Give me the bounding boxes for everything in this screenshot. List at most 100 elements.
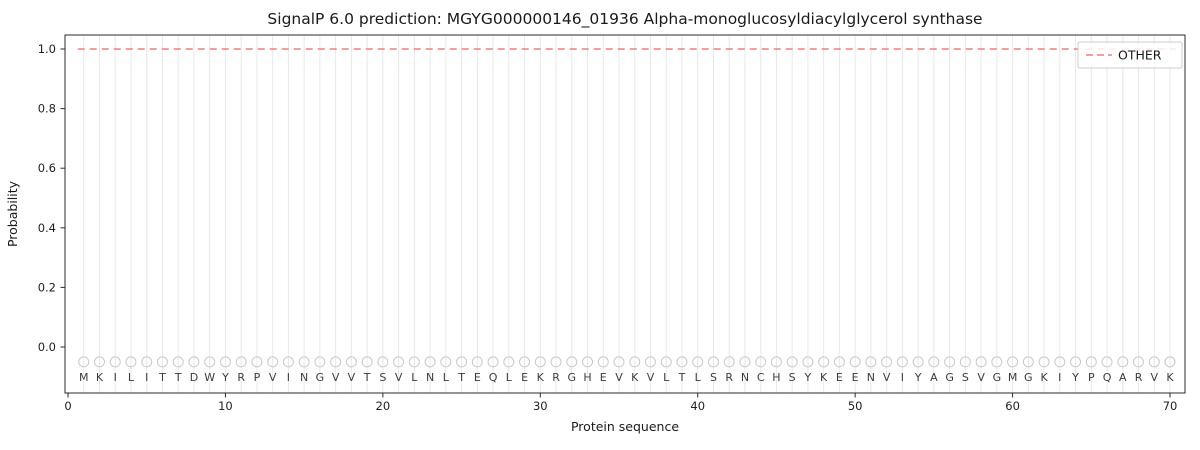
sequence-letter: L [506, 371, 513, 384]
residue-marker [912, 356, 924, 368]
sequence-letter: P [1088, 371, 1095, 384]
residue-marker [991, 356, 1003, 368]
sequence-letter: V [395, 371, 403, 384]
residue-marker [692, 356, 704, 368]
sequence-letter: H [772, 371, 780, 384]
residue-marker [928, 356, 940, 368]
sequence-letter: N [300, 371, 308, 384]
residue-marker [1054, 356, 1066, 368]
y-axis-label: Probability [5, 180, 20, 247]
residue-marker [377, 356, 389, 368]
residue-marker [1038, 356, 1050, 368]
sequence-letter: E [474, 371, 481, 384]
residue-marker [644, 356, 656, 368]
sequence-letter: I [901, 371, 904, 384]
sequence-letter: Q [1103, 371, 1112, 384]
residue-marker [833, 356, 845, 368]
sequence-letter: E [521, 371, 528, 384]
sequence-letter: D [190, 371, 198, 384]
residue-marker [393, 356, 405, 368]
residue-marker [629, 356, 641, 368]
sequence-letter: E [852, 371, 859, 384]
residue-marker [613, 356, 625, 368]
residue-marker [93, 356, 105, 368]
sequence-letter: G [945, 371, 954, 384]
residue-marker [172, 356, 184, 368]
residue-marker [156, 356, 168, 368]
residue-marker [597, 356, 609, 368]
residue-marker [408, 356, 420, 368]
sequence-letter: L [663, 371, 670, 384]
residue-marker [424, 356, 436, 368]
residue-marker [707, 356, 719, 368]
residue-marker [1133, 356, 1145, 368]
sequence-letter: I [145, 371, 148, 384]
sequence-letter: A [1119, 371, 1127, 384]
residue-marker [141, 356, 153, 368]
residue-marker [298, 356, 310, 368]
legend-label: OTHER [1118, 48, 1162, 63]
residue-marker [314, 356, 326, 368]
residue-marker [865, 356, 877, 368]
sequence-letter: K [537, 371, 545, 384]
sequence-letter: V [348, 371, 356, 384]
y-tick-label: 0.8 [38, 102, 56, 116]
residue-marker [471, 356, 483, 368]
gridlines-group [83, 35, 1171, 393]
sequence-letter: I [287, 371, 290, 384]
x-tick-label: 70 [1163, 399, 1178, 413]
residue-marker [582, 356, 594, 368]
residue-marker [267, 356, 279, 368]
residue-marker [78, 356, 90, 368]
residue-marker [1022, 356, 1034, 368]
x-tick-label: 10 [218, 399, 233, 413]
legend: OTHER [1077, 41, 1183, 69]
residue-marker [896, 356, 908, 368]
sequence-letter: S [962, 371, 969, 384]
legend-box [1077, 41, 1183, 69]
residue-marker [1007, 356, 1019, 368]
residue-marker [282, 356, 294, 368]
sequence-letter: G [1024, 371, 1033, 384]
x-tick-label: 0 [64, 399, 71, 413]
residue-marker [440, 356, 452, 368]
residue-marker [487, 356, 499, 368]
residue-marker [802, 356, 814, 368]
sequence-letter: Y [914, 371, 922, 384]
y-tick-label: 0.4 [38, 221, 56, 235]
sequence-letter: K [1040, 371, 1048, 384]
sequence-letter: N [741, 371, 749, 384]
residue-marker [975, 356, 987, 368]
residue-marker [723, 356, 735, 368]
sequence-letter: K [1166, 371, 1174, 384]
sequence-letter: Y [1071, 371, 1079, 384]
sequence-letter: R [1135, 371, 1143, 384]
y-tick-label: 0.0 [38, 340, 56, 354]
residue-marker [235, 356, 247, 368]
sequence-letter: C [757, 371, 765, 384]
residue-marker [676, 356, 688, 368]
sequence-letter: V [269, 371, 277, 384]
sequence-letter: G [568, 371, 577, 384]
x-axis-label: Protein sequence [571, 419, 679, 434]
sequence-letter: N [867, 371, 875, 384]
sequence-letter: V [647, 371, 655, 384]
chart-title: SignalP 6.0 prediction: MGYG000000146_01… [267, 10, 982, 29]
residue-marker [330, 356, 342, 368]
sequence-letter: Y [804, 371, 812, 384]
y-tick-label: 0.6 [38, 161, 56, 175]
sequence-letter: G [316, 371, 325, 384]
residue-marker [959, 356, 971, 368]
residue-marker [1085, 356, 1097, 368]
sequence-letter: L [695, 371, 702, 384]
residue-markers-group [78, 356, 1176, 368]
sequence-letter: G [993, 371, 1002, 384]
sequence-letter: V [615, 371, 623, 384]
sequence-letter: L [411, 371, 418, 384]
residue-marker [849, 356, 861, 368]
sequence-letter: L [443, 371, 450, 384]
sequence-letter: V [977, 371, 985, 384]
residue-marker [109, 356, 121, 368]
